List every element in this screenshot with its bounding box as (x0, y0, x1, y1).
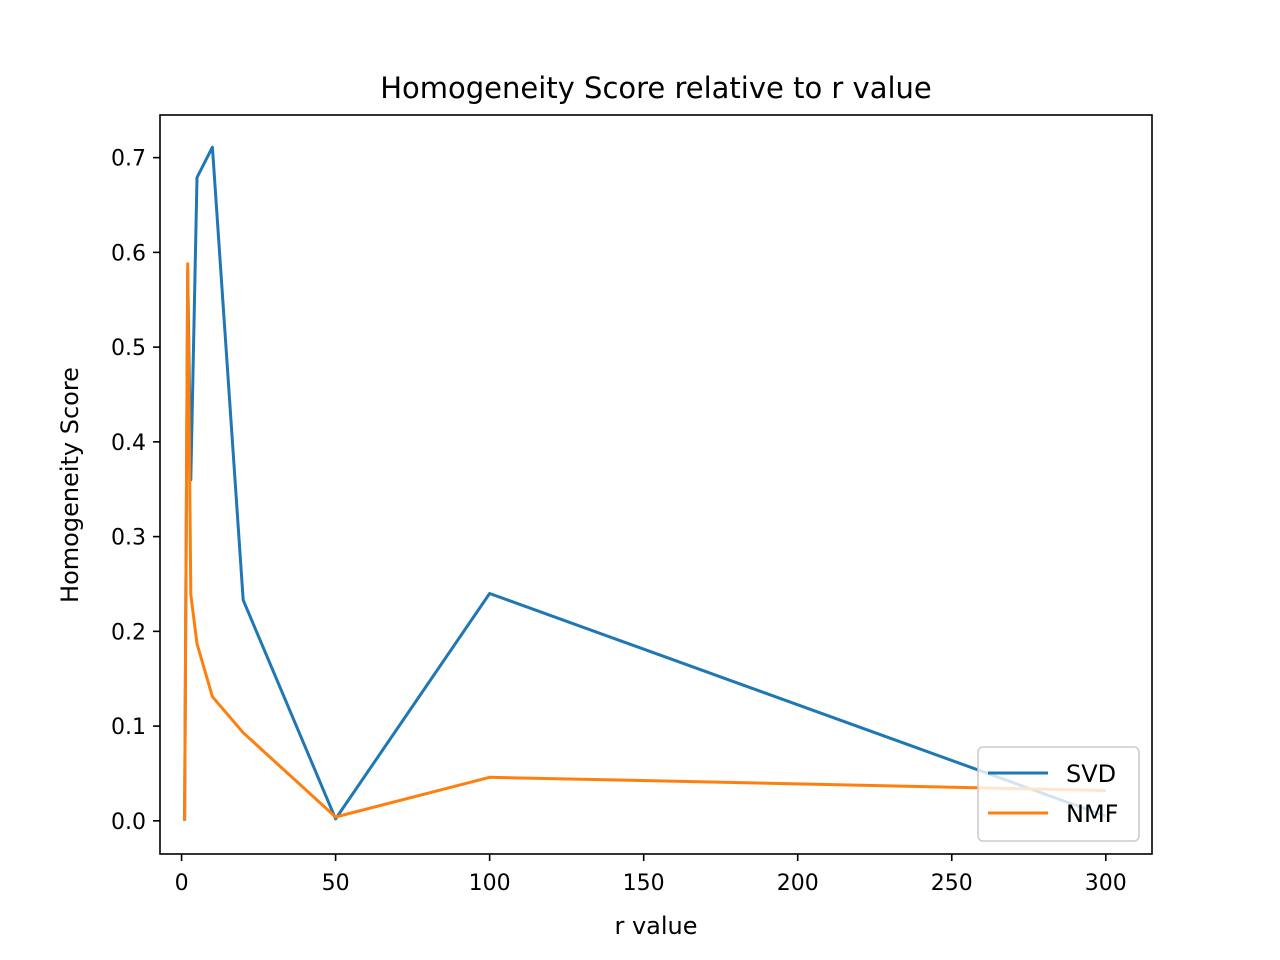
legend: SVD NMF (977, 746, 1140, 842)
y-tick-label: 0.5 (111, 336, 146, 361)
y-tick-label: 0.7 (111, 147, 146, 172)
x-tick-label: 200 (777, 871, 819, 896)
x-tick-label: 50 (322, 871, 350, 896)
plot-frame (159, 114, 1153, 855)
y-tick-label: 0.6 (111, 241, 146, 266)
y-tick-label: 0.0 (111, 810, 146, 835)
x-tick-label: 100 (469, 871, 511, 896)
x-tick-label: 150 (623, 871, 665, 896)
series-layer (183, 145, 1107, 821)
legend-box (977, 746, 1140, 842)
x-tick-label: 0 (175, 871, 189, 896)
y-tick-label: 0.1 (111, 715, 146, 740)
y-axis-ticks: 0.0 0.1 0.2 0.3 0.4 0.5 0.6 0.7 (111, 147, 160, 835)
y-tick-label: 0.3 (111, 526, 146, 551)
x-tick-label: 300 (1085, 871, 1127, 896)
y-axis-label: Homogeneity Score (56, 367, 84, 603)
chart-title: Homogeneity Score relative to r value (380, 71, 932, 105)
legend-label-nmf: NMF (1066, 800, 1118, 828)
y-tick-label: 0.4 (111, 431, 146, 456)
x-axis-label: r value (614, 912, 697, 940)
x-axis-ticks: 0 50 100 150 200 250 300 (175, 854, 1127, 896)
series-line-nmf (183, 262, 1106, 821)
legend-label-svd: SVD (1066, 760, 1116, 788)
x-tick-label: 250 (931, 871, 973, 896)
y-tick-label: 0.2 (111, 620, 146, 645)
